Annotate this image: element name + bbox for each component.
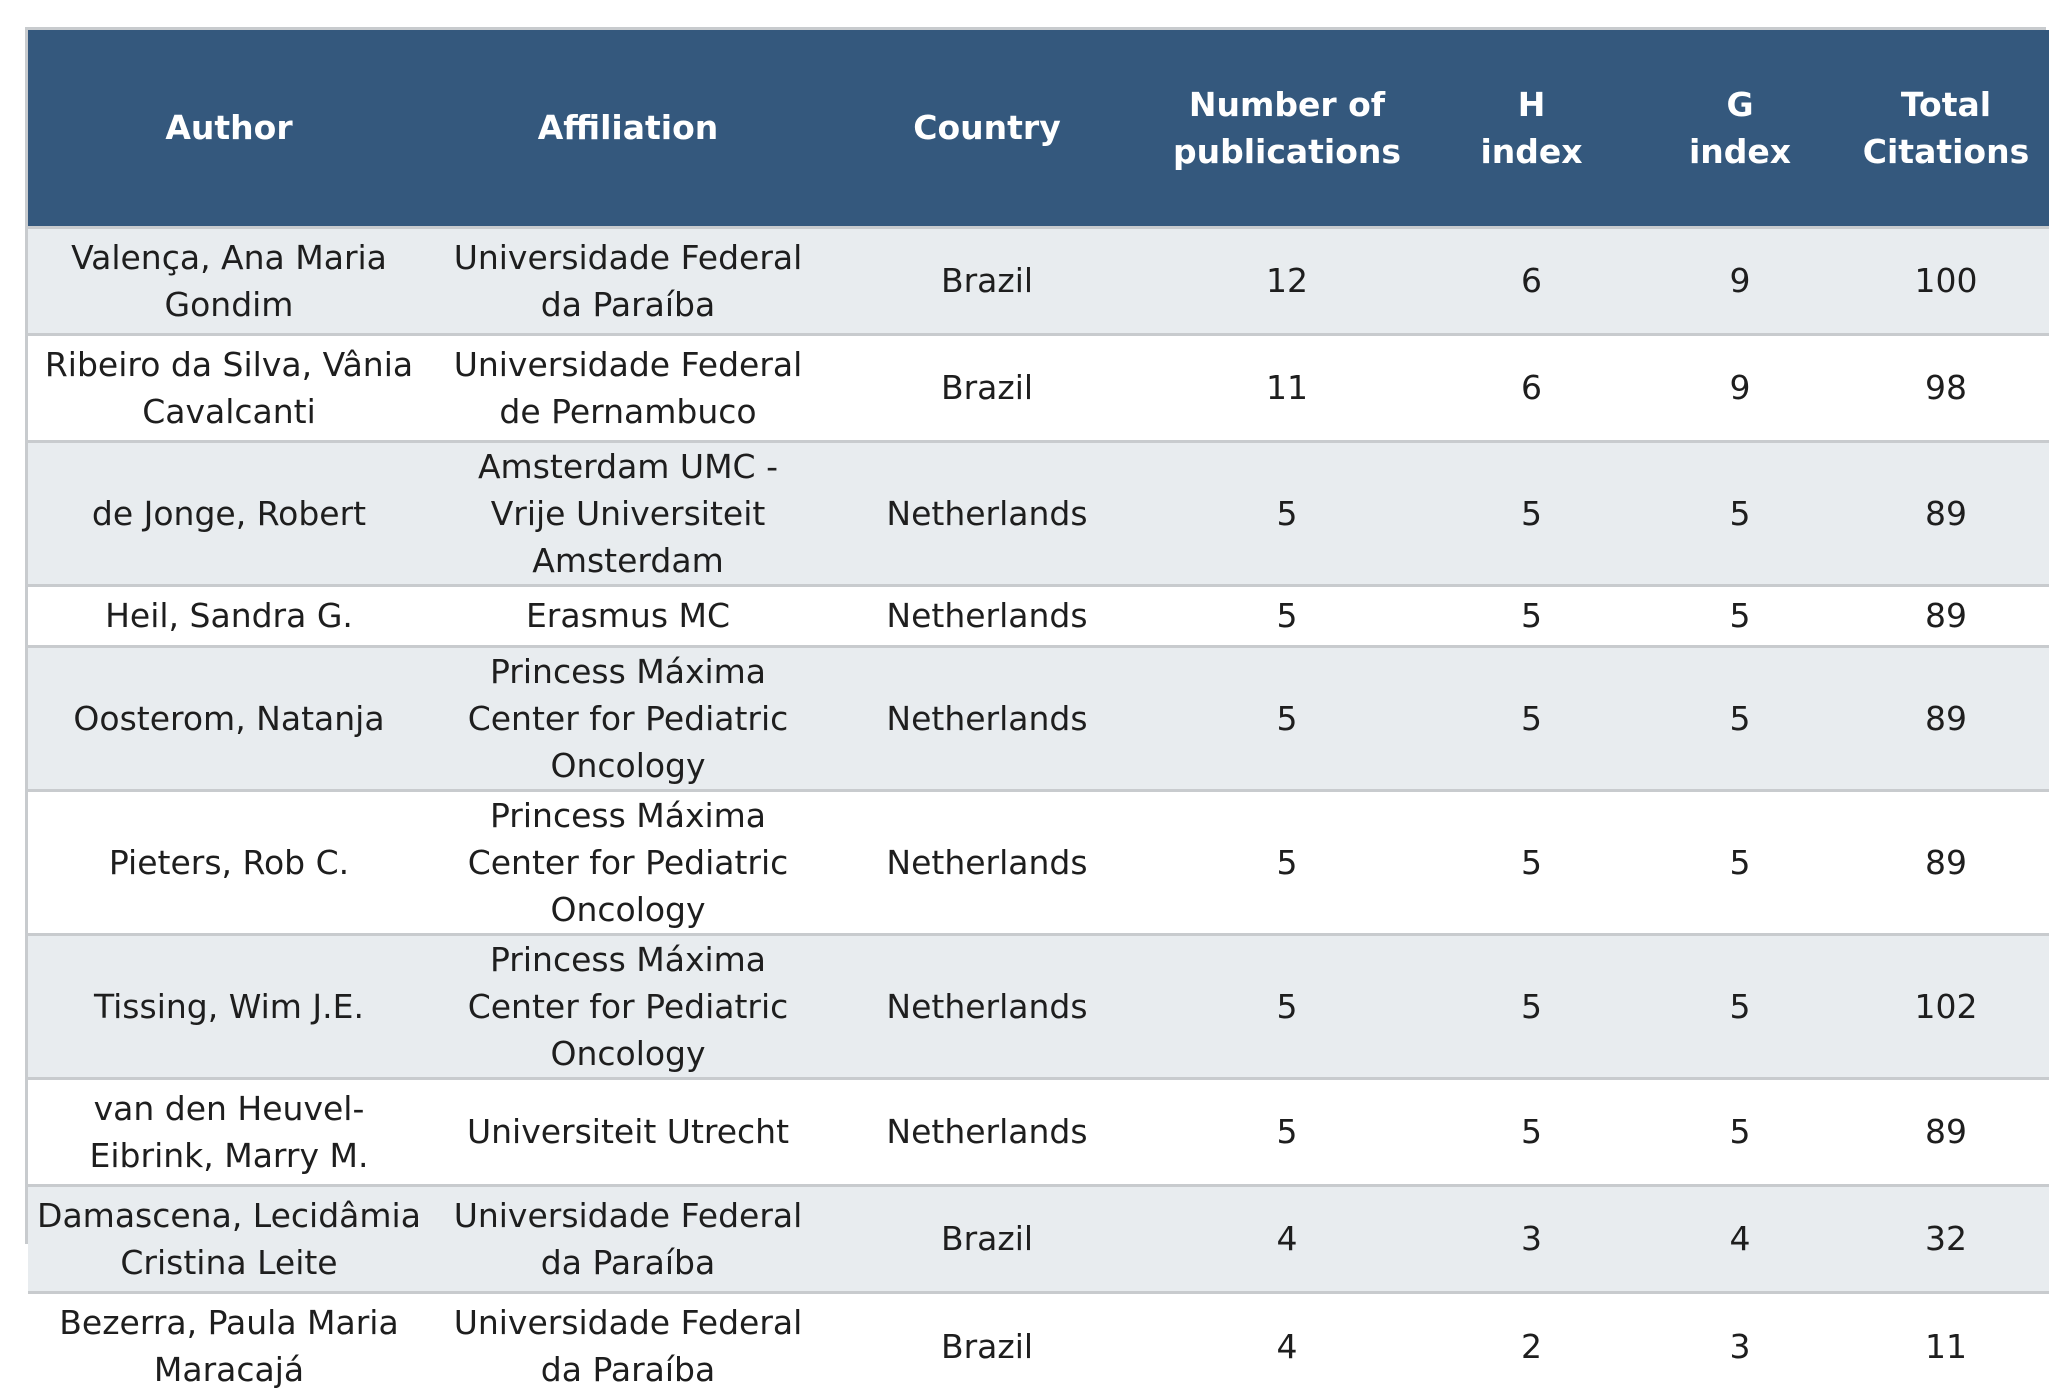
cell-author: Oosterom, Natanja (73, 698, 385, 738)
cell-g-index: 5 (1729, 842, 1751, 882)
table-row: Heil, Sandra G. Erasmus MC Netherlands 5… (28, 585, 2049, 646)
cell-country: Netherlands (886, 493, 1088, 533)
cell-country: Netherlands (886, 1112, 1088, 1151)
cell-h-index: 5 (1521, 698, 1542, 738)
cell-publications: 5 (1276, 842, 1298, 882)
cell-h-index: 5 (1521, 596, 1542, 635)
cell-total-citations: 89 (1925, 698, 1967, 738)
table-row: de Jonge, Robert Amsterdam UMC - Vrije U… (28, 441, 2049, 585)
cell-publications: 4 (1276, 1326, 1298, 1366)
table-row: Oosterom, Natanja Princess Máxima Center… (28, 646, 2049, 790)
cell-total-citations: 100 (1914, 261, 1978, 300)
cell-author: Bezerra, Paula Maria Maracajá (59, 1303, 399, 1390)
cell-g-index: 3 (1729, 1326, 1751, 1366)
cell-country: Brazil (940, 1219, 1034, 1258)
cell-affiliation: Amsterdam UMC - Vrije Universiteit Amste… (477, 446, 778, 580)
cell-total-citations: 89 (1925, 596, 1967, 635)
cell-publications: 5 (1276, 698, 1298, 738)
cell-author: Pieters, Rob C. (108, 842, 350, 882)
author-metrics-table-container: Author Affiliation Country Number of publ… (25, 27, 2049, 1399)
cell-total-citations: 89 (1925, 1112, 1967, 1151)
cell-affiliation: Universidade Federal da Paraíba (453, 1303, 803, 1390)
cell-publications: 4 (1276, 1219, 1298, 1258)
cell-h-index: 6 (1521, 261, 1542, 300)
author-metrics-table: Author Affiliation Country Number of publ… (28, 30, 2049, 1399)
table-row: van den Heuvel-Eibrink, Marry M. Univers… (28, 1078, 2049, 1185)
cell-country: Brazil (940, 368, 1034, 407)
cell-affiliation: Princess Máxima Center for Pediatric Onc… (467, 651, 789, 785)
cell-affiliation: Erasmus MC (525, 596, 731, 635)
cell-g-index: 5 (1729, 493, 1751, 533)
cell-author: Heil, Sandra G. (105, 596, 353, 635)
cell-h-index: 5 (1521, 493, 1542, 533)
cell-g-index: 5 (1729, 1112, 1751, 1151)
header-author: Author (165, 108, 293, 148)
cell-country: Brazil (940, 1326, 1034, 1366)
cell-publications: 11 (1266, 368, 1308, 407)
cell-total-citations: 32 (1925, 1219, 1967, 1258)
header-total-citations: Total Citations (1862, 84, 2030, 171)
cell-affiliation: Universidade Federal da Paraíba (453, 237, 803, 324)
cell-total-citations: 89 (1925, 842, 1967, 882)
cell-author: van den Heuvel-Eibrink, Marry M. (89, 1088, 369, 1175)
cell-publications: 12 (1266, 261, 1308, 300)
table-row: Valença, Ana Maria Gondim Universidade F… (28, 227, 2049, 334)
cell-g-index: 5 (1729, 596, 1751, 635)
cell-country: Netherlands (886, 596, 1088, 635)
cell-total-citations: 11 (1925, 1326, 1967, 1366)
cell-g-index: 4 (1729, 1219, 1751, 1258)
cell-country: Netherlands (886, 842, 1088, 882)
header-affiliation: Affiliation (537, 108, 719, 148)
cell-h-index: 5 (1521, 1112, 1542, 1151)
cell-country: Netherlands (886, 698, 1088, 738)
cell-g-index: 5 (1729, 986, 1751, 1026)
cell-total-citations: 98 (1925, 368, 1967, 407)
cell-h-index: 3 (1521, 1219, 1542, 1258)
cell-publications: 5 (1276, 596, 1298, 635)
cell-h-index: 5 (1521, 842, 1542, 882)
cell-author: Ribeiro da Silva, Vânia Cavalcanti (44, 344, 414, 431)
cell-publications: 5 (1276, 986, 1298, 1026)
cell-publications: 5 (1276, 1112, 1298, 1151)
cell-publications: 5 (1276, 493, 1298, 533)
cell-country: Brazil (940, 261, 1034, 300)
cell-affiliation: Princess Máxima Center for Pediatric Onc… (467, 939, 789, 1073)
table-row: Tissing, Wim J.E. Princess Máxima Center… (28, 934, 2049, 1078)
cell-affiliation: Universidade Federal de Pernambuco (453, 344, 803, 431)
cell-total-citations: 102 (1914, 986, 1978, 1026)
cell-author: Tissing, Wim J.E. (94, 986, 364, 1026)
cell-g-index: 9 (1729, 261, 1751, 300)
cell-author: de Jonge, Robert (91, 493, 367, 533)
table-row: Ribeiro da Silva, Vânia Cavalcanti Unive… (28, 334, 2049, 441)
cell-affiliation: Universiteit Utrecht (466, 1112, 790, 1151)
table-row: Bezerra, Paula Maria Maracajá Universida… (28, 1292, 2049, 1399)
header-publications: Number of publications (1172, 84, 1402, 171)
cell-author: Damascena, Lecidâmia Cristina Leite (37, 1195, 421, 1282)
cell-h-index: 2 (1521, 1326, 1542, 1366)
cell-g-index: 9 (1729, 368, 1751, 407)
cell-h-index: 6 (1521, 368, 1542, 407)
cell-author: Valença, Ana Maria Gondim (71, 237, 387, 324)
cell-h-index: 5 (1521, 986, 1542, 1026)
cell-affiliation: Princess Máxima Center for Pediatric Onc… (467, 795, 789, 929)
cell-affiliation: Universidade Federal da Paraíba (453, 1195, 803, 1282)
header-country: Country (913, 108, 1061, 148)
table-header-row: Author Affiliation Country Number of publ… (28, 30, 2049, 227)
table-row: Damascena, Lecidâmia Cristina Leite Univ… (28, 1185, 2049, 1292)
cell-g-index: 5 (1729, 698, 1751, 738)
cell-country: Netherlands (886, 986, 1088, 1026)
table-row: Pieters, Rob C. Princess Máxima Center f… (28, 790, 2049, 934)
cell-total-citations: 89 (1925, 493, 1967, 533)
